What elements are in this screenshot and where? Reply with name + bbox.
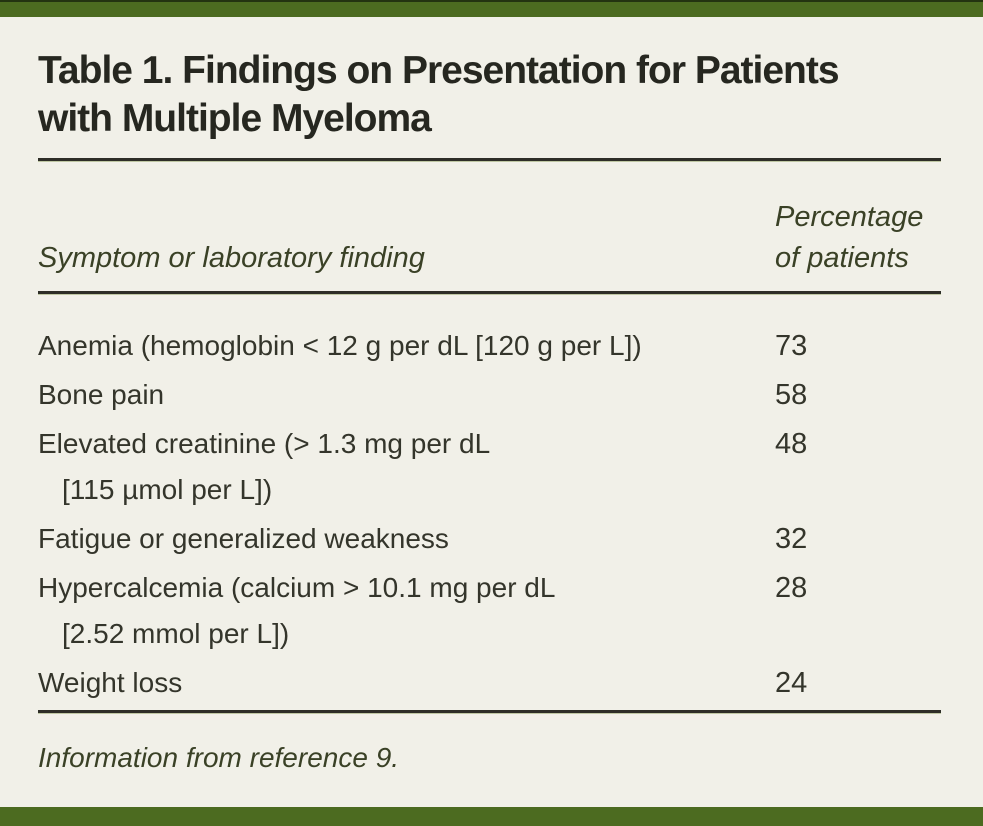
row-symptom-text: Hypercalcemia (calcium > 10.1 mg per dL: [38, 572, 556, 603]
footer-rule: [38, 710, 941, 713]
table-card: Table 1. Findings on Presentation for Pa…: [38, 17, 941, 774]
table-body: Anemia (hemoglobin < 12 g per dL [120 g …: [38, 294, 941, 706]
row-value: 24: [775, 667, 808, 699]
table-header-row: Symptom or laboratory finding Percentage…: [38, 197, 941, 291]
table-row: Hypercalcemia (calcium > 10.1 mg per dL …: [38, 565, 941, 657]
footnote: Information from reference 9.: [38, 742, 400, 773]
table-title: Table 1. Findings on Presentation for Pa…: [38, 47, 941, 143]
row-symptom-text: Anemia (hemoglobin < 12 g per dL [120 g …: [38, 330, 642, 361]
row-symptom-text: Elevated creatinine (> 1.3 mg per dL: [38, 428, 491, 459]
column-header-percentage: Percentage of patients: [775, 197, 923, 279]
row-symptom-continuation: [115 µmol per L]): [62, 474, 273, 505]
row-value: 48: [775, 428, 808, 460]
table-title-line-2: with Multiple Myeloma: [38, 97, 432, 140]
row-symptom-continuation: [2.52 mmol per L]): [62, 618, 290, 649]
row-symptom-text: Bone pain: [38, 379, 165, 410]
row-value: 28: [775, 572, 808, 604]
bottom-accent-bar: [0, 807, 983, 826]
column-header-percentage-line-1: Percentage: [775, 201, 924, 233]
column-header-percentage-line-2: of patients: [775, 242, 909, 274]
row-value: 73: [775, 330, 808, 362]
row-value: 32: [775, 523, 808, 555]
top-accent-bar: [0, 0, 983, 17]
row-value: 58: [775, 379, 808, 411]
table-row: Weight loss 24: [38, 660, 941, 706]
column-header-symptom: Symptom or laboratory finding: [38, 242, 425, 274]
row-symptom: Anemia (hemoglobin < 12 g per dL [120 g …: [38, 323, 775, 369]
header-rule: [38, 291, 941, 294]
title-rule: [38, 158, 941, 161]
row-symptom: Weight loss: [38, 660, 775, 706]
row-symptom: Elevated creatinine (> 1.3 mg per dL [11…: [38, 421, 775, 513]
row-symptom: Bone pain: [38, 372, 775, 418]
table-title-line-1: Table 1. Findings on Presentation for Pa…: [38, 49, 840, 92]
table-row: Bone pain 58: [38, 372, 941, 418]
row-symptom: Fatigue or generalized weakness: [38, 516, 775, 562]
table-row: Anemia (hemoglobin < 12 g per dL [120 g …: [38, 323, 941, 369]
row-symptom-text: Weight loss: [38, 667, 183, 698]
table-row: Elevated creatinine (> 1.3 mg per dL [11…: [38, 421, 941, 513]
table-row: Fatigue or generalized weakness 32: [38, 516, 941, 562]
row-symptom: Hypercalcemia (calcium > 10.1 mg per dL …: [38, 565, 775, 657]
row-symptom-text: Fatigue or generalized weakness: [38, 523, 449, 554]
